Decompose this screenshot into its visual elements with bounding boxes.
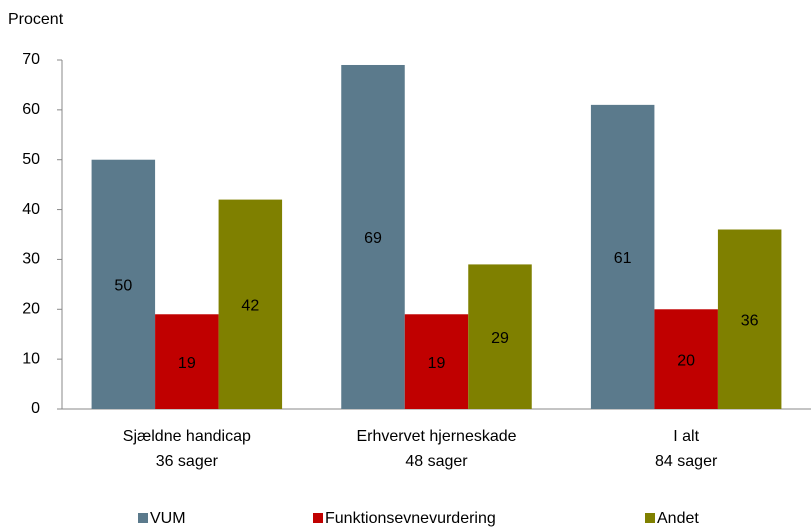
bar [91, 159, 156, 409]
value-label: 29 [491, 330, 509, 347]
x-tick-label: Erhvervet hjerneskade [356, 428, 516, 445]
y-axis-label: Procent [8, 11, 64, 28]
value-label: 69 [364, 230, 382, 247]
y-tick-label: 60 [22, 101, 40, 118]
value-label: 36 [741, 312, 759, 329]
y-tick-label: 0 [31, 400, 40, 417]
x-tick-label: Sjældne handicap [123, 428, 251, 445]
bar [155, 314, 219, 409]
y-tick-label: 30 [22, 251, 40, 268]
bar [468, 264, 532, 409]
legend-label: VUM [150, 510, 186, 527]
bar [218, 199, 283, 409]
legend-swatch [138, 513, 148, 523]
bar [717, 229, 782, 409]
y-tick-label: 50 [22, 151, 40, 168]
y-tick-label: 40 [22, 201, 40, 218]
x-tick-label: I alt [673, 428, 699, 445]
legend-swatch [313, 513, 323, 523]
y-tick-label: 10 [22, 350, 40, 367]
x-tick-label: 48 sager [405, 453, 468, 470]
bar [341, 64, 405, 409]
value-label: 19 [178, 355, 196, 372]
value-label: 61 [614, 250, 632, 267]
legend-label: Andet [657, 510, 699, 527]
value-label: 20 [677, 352, 695, 369]
y-tick-label: 70 [22, 51, 40, 68]
x-tick-label: 36 sager [156, 453, 219, 470]
legend-label: Funktionsevnevurdering [325, 510, 496, 527]
legend-swatch [645, 513, 655, 523]
value-label: 19 [428, 355, 446, 372]
value-label: 50 [114, 278, 132, 295]
bar [654, 309, 718, 409]
bar [404, 314, 469, 409]
value-label: 42 [241, 298, 259, 315]
bar [590, 104, 655, 409]
x-tick-label: 84 sager [655, 453, 718, 470]
y-tick-label: 20 [22, 301, 40, 318]
